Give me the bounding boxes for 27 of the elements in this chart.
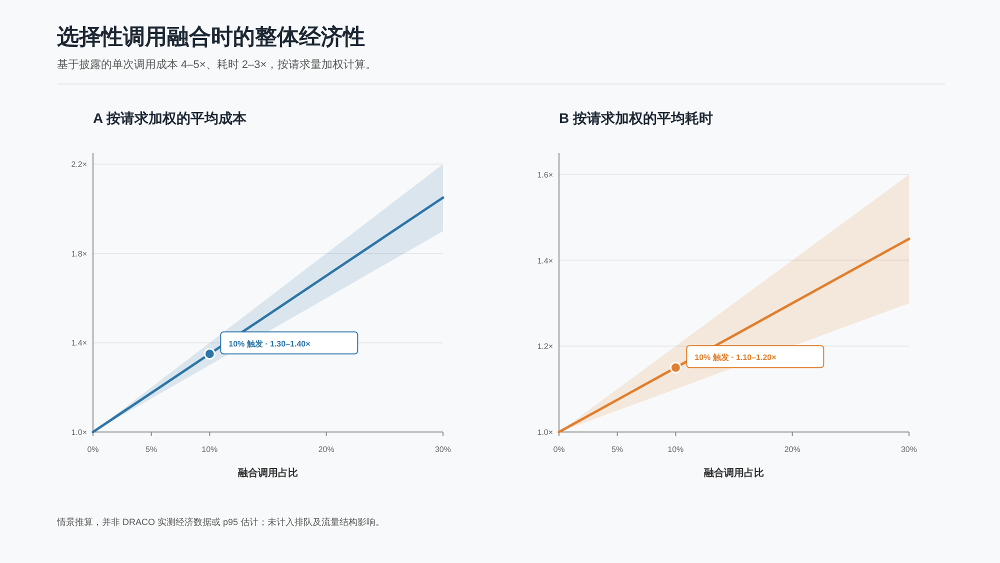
x-tick-label: 5% (612, 445, 624, 454)
x-tick-label: 20% (318, 445, 334, 454)
x-tick-label: 10% (668, 445, 684, 454)
y-tick-label: 2.2× (71, 160, 88, 170)
annotation: 10% 触发 · 1.10–1.20× (694, 353, 777, 362)
x-tick-label: 30% (434, 445, 452, 454)
x-tick-label: 20% (784, 445, 800, 454)
annotation: 10% 触发 · 1.30–1.40× (228, 339, 311, 348)
x-tick-label: 10% (202, 445, 218, 454)
x-tick-label: 30% (900, 445, 918, 454)
text: 选择性调用融合时的整体经济性 (56, 24, 365, 49)
text: 情景推算，并非 DRACO 实测经济数据或 p95 估计；未计入排队及流量结构影响。 (56, 517, 385, 527)
chart-title: B 按请求加权的平均耗时 (559, 110, 713, 126)
chart-title: A 按请求加权的平均成本 (93, 110, 248, 126)
text: 基于披露的单次调用成本 4–5×、耗时 2–3×，按请求量加权计算。 (57, 58, 377, 71)
x-axis-title: 融合调用占比 (704, 467, 764, 479)
x-tick-label: 5% (146, 445, 158, 454)
y-tick-label: 1.4× (71, 338, 88, 348)
y-tick-label: 1.6× (537, 170, 554, 180)
y-tick-label: 1.8× (71, 249, 88, 258)
x-axis-title: 融合调用占比 (238, 467, 298, 479)
y-tick-label: 1.4× (537, 256, 554, 266)
y-tick-label: 1.2× (537, 342, 554, 352)
x-tick-label: 0% (87, 445, 99, 454)
x-tick-label: 0% (553, 445, 565, 454)
y-tick-label: 1.0× (71, 428, 88, 437)
y-tick-label: 1.0× (537, 428, 554, 437)
